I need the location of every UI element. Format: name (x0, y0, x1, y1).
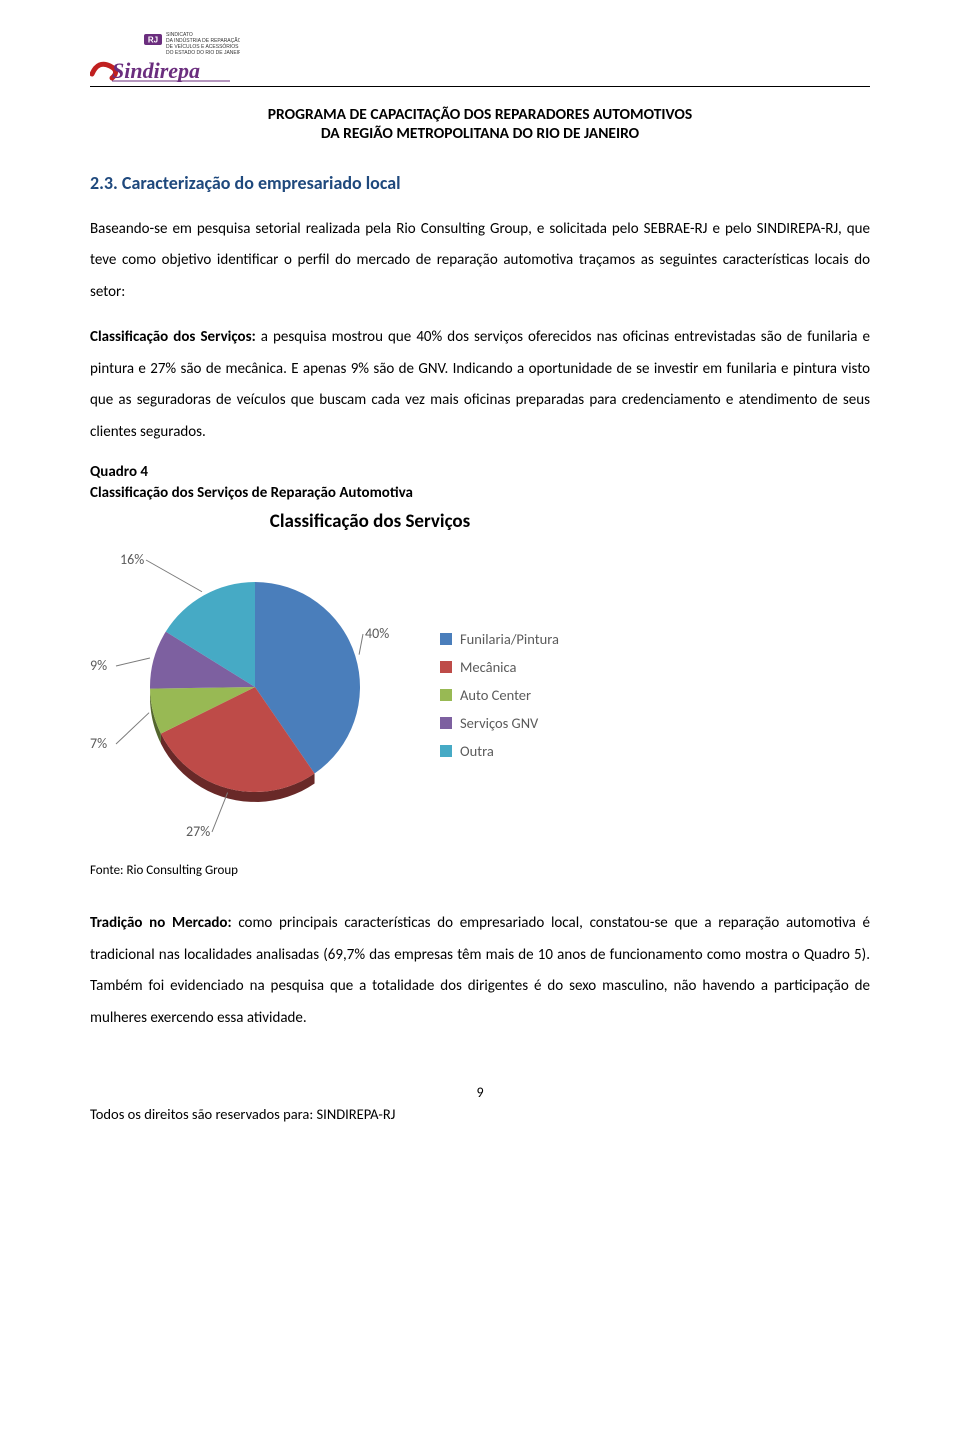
sindirepa-logo: RJ Sindirepa SINDICATO DA INDÚSTRIA DE R… (90, 30, 240, 82)
legend-label: Outra (460, 742, 494, 760)
program-title-line2: DA REGIÃO METROPOLITANA DO RIO DE JANEIR… (321, 124, 639, 143)
para2-bold: Classificação dos Serviços: (90, 328, 256, 346)
legend-swatch (440, 633, 452, 645)
pie-data-label: 16% (120, 551, 144, 568)
svg-text:Sindirepa: Sindirepa (112, 58, 200, 82)
legend-label: Serviços GNV (460, 714, 538, 732)
quadro-title: Classificação dos Serviços de Reparação … (90, 484, 413, 502)
paragraph-tradicao: Tradição no Mercado: como principais car… (90, 908, 870, 1034)
pie-wrap: 16% 9% 7% 27% 40% (90, 545, 410, 845)
legend-swatch (440, 745, 452, 757)
logo-block: RJ Sindirepa SINDICATO DA INDÚSTRIA DE R… (90, 30, 870, 82)
legend-swatch (440, 717, 452, 729)
section-heading: 2.3. Caracterização do empresariado loca… (90, 172, 870, 194)
chart-legend: Funilaria/Pintura Mecânica Auto Center Serv… (440, 630, 559, 760)
legend-swatch (440, 661, 452, 673)
legend-label: Funilaria/Pintura (460, 630, 559, 648)
paragraph-intro: Baseando-se em pesquisa setorial realiza… (90, 214, 870, 309)
para3-bold: Tradição no Mercado: (90, 914, 232, 932)
legend-swatch (440, 689, 452, 701)
fonte-label: Fonte: Rio Consulting Group (90, 863, 870, 878)
legend-item: Mecânica (440, 658, 559, 676)
chart-body: 16% 9% 7% 27% 40% Funilaria/Pintura Mecânica A… (90, 545, 650, 845)
legend-label: Mecânica (460, 658, 516, 676)
legend-item: Auto Center (440, 686, 559, 704)
page-header: RJ Sindirepa SINDICATO DA INDÚSTRIA DE R… (90, 30, 870, 87)
pie-chart-block: Classificação dos Serviços 16% 9% 7% 27% 40%… (90, 510, 650, 845)
quadro-label: Quadro 4 Classificação dos Serviços de R… (90, 462, 870, 504)
svg-text:RJ: RJ (148, 36, 158, 45)
program-title-line1: PROGRAMA DE CAPACITAÇÃO DOS REPARADORES … (268, 105, 692, 124)
legend-label: Auto Center (460, 686, 531, 704)
pie-data-label: 7% (90, 735, 107, 752)
chart-title: Classificação dos Serviços (90, 510, 650, 533)
pie-data-label: 27% (186, 823, 210, 840)
quadro-number: Quadro 4 (90, 463, 148, 481)
svg-text:DO ESTADO DO RIO DE JANEIRO: DO ESTADO DO RIO DE JANEIRO (166, 50, 240, 56)
legend-item: Outra (440, 742, 559, 760)
svg-text:DA INDÚSTRIA DE REPARAÇÃO: DA INDÚSTRIA DE REPARAÇÃO (166, 37, 240, 44)
page-number: 9 (90, 1084, 870, 1101)
pie-data-label: 9% (90, 657, 107, 674)
pie-data-label: 40% (365, 625, 389, 642)
legend-item: Serviços GNV (440, 714, 559, 732)
program-title: PROGRAMA DE CAPACITAÇÃO DOS REPARADORES … (90, 105, 870, 144)
legend-item: Funilaria/Pintura (440, 630, 559, 648)
footer-rights: Todos os direitos são reservados para: S… (90, 1105, 870, 1123)
document-page: RJ Sindirepa SINDICATO DA INDÚSTRIA DE R… (0, 0, 960, 1440)
svg-text:DE VEÍCULOS E ACESSÓRIOS: DE VEÍCULOS E ACESSÓRIOS (166, 43, 239, 50)
pie-chart-svg (90, 545, 410, 845)
paragraph-classificacao: Classificação dos Serviços: a pesquisa m… (90, 322, 870, 448)
